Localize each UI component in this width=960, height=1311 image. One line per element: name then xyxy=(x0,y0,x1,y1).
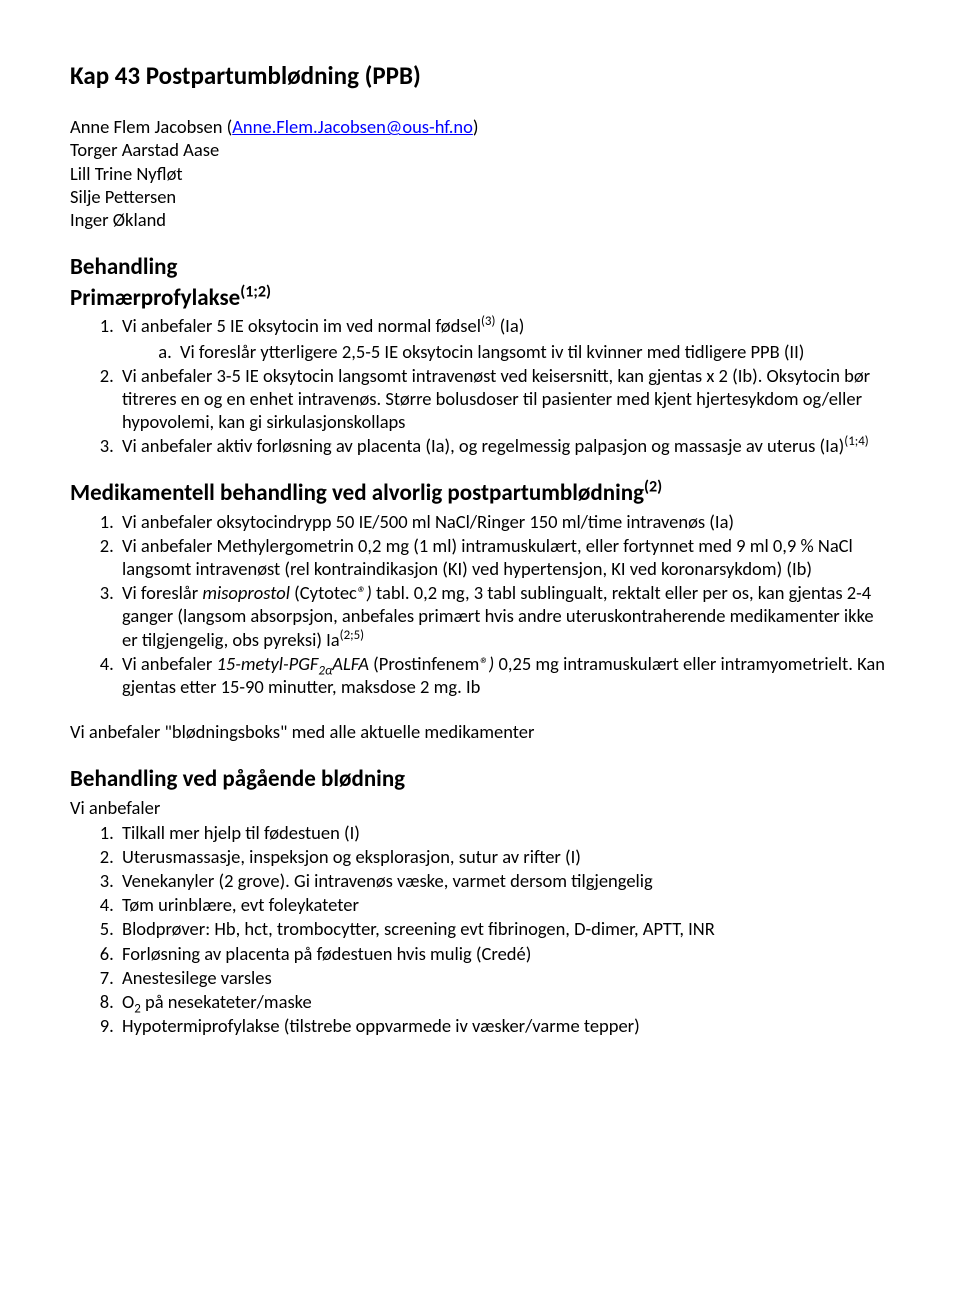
author-name: Anne Flem Jacobsen ( xyxy=(70,115,232,138)
standalone-paragraph: Vi anbefaler "blødningsboks" med alle ak… xyxy=(70,720,890,743)
item-text: (Ia) xyxy=(495,314,524,337)
author-line-5: Inger Økland xyxy=(70,208,890,231)
section-heading-medikamentell: Medikamentell behandling ved alvorlig po… xyxy=(70,479,890,508)
subheading-sup: (1;2) xyxy=(240,282,271,301)
em-text: 15-metyl-PGF xyxy=(217,652,319,675)
author-line-4: Silje Pettersen xyxy=(70,185,890,208)
item-em: 15-metyl-PGF2αALFA xyxy=(217,652,370,675)
item-text: Vi anbefaler 5 IE oksytocin im ved norma… xyxy=(122,314,481,337)
page-title: Kap 43 Postpartumblødning (PPB) xyxy=(70,60,890,91)
item-sup: (2;5) xyxy=(340,627,364,642)
author-line-3: Lill Trine Nyfløt xyxy=(70,162,890,185)
item-text: på nesekateter/maske xyxy=(141,990,312,1013)
item-text: Vi foreslår xyxy=(122,581,202,604)
em-text: ALFA xyxy=(332,652,369,675)
list-item: Vi anbefaler aktiv forløsning av placent… xyxy=(118,434,890,457)
list-item: Vi anbefaler Methylergometrin 0,2 mg (1 … xyxy=(118,534,890,580)
list-item: Vi anbefaler 15-metyl-PGF2αALFA (Prostin… xyxy=(118,652,890,698)
subheading-text: Primærprofylakse xyxy=(70,284,240,312)
author-line-1-post: ) xyxy=(473,115,479,138)
item-text: Vi anbefaler xyxy=(122,652,217,675)
list-item: Vi anbefaler 5 IE oksytocin im ved norma… xyxy=(118,314,890,362)
list-item: Tilkall mer hjelp til fødestuen (I) xyxy=(118,821,890,844)
list-item: Tøm urinblære, evt foleykateter xyxy=(118,893,890,916)
section-subheading-primaerprofylakse: Primærprofylakse(1;2) xyxy=(70,284,890,313)
list-medikamentell: Vi anbefaler oksytocindrypp 50 IE/500 ml… xyxy=(70,510,890,698)
item-sup: (1;4) xyxy=(844,434,868,449)
author-email-link[interactable]: Anne.Flem.Jacobsen@ous-hf.no xyxy=(232,115,473,138)
list-pagaende: Tilkall mer hjelp til fødestuen (I) Uter… xyxy=(70,821,890,1037)
list-item: Anestesilege varsles xyxy=(118,966,890,989)
heading-sup: (2) xyxy=(644,477,662,496)
authors-block: Anne Flem Jacobsen (Anne.Flem.Jacobsen@o… xyxy=(70,115,890,231)
nested-list: Vi foreslår ytterligere 2,5-5 IE oksytoc… xyxy=(122,340,890,363)
list-item: Vi anbefaler oksytocindrypp 50 IE/500 ml… xyxy=(118,510,890,533)
list-item: Blodprøver: Hb, hct, trombocytter, scree… xyxy=(118,917,890,940)
item-em: ®) xyxy=(479,652,494,675)
section-heading-behandling: Behandling xyxy=(70,253,890,282)
list-primaerprofylakse: Vi anbefaler 5 IE oksytocin im ved norma… xyxy=(70,314,890,457)
list-item: Vi anbefaler 3-5 IE oksytocin langsomt i… xyxy=(118,364,890,433)
section-heading-pagaende: Behandling ved pågående blødning xyxy=(70,765,890,794)
list-item: Forløsning av placenta på fødestuen hvis… xyxy=(118,942,890,965)
item-sup: (3) xyxy=(481,314,495,329)
section-subheading-anbefaler: Vi anbefaler xyxy=(70,796,890,819)
item-em: ®) xyxy=(357,581,372,604)
list-item: Vi foreslår misoprostol (Cytotec®) tabl.… xyxy=(118,581,890,650)
author-line-1: Anne Flem Jacobsen (Anne.Flem.Jacobsen@o… xyxy=(70,115,890,138)
list-item: Hypotermiprofylakse (tilstrebe oppvarmed… xyxy=(118,1014,890,1037)
item-text: (Prostinfenem xyxy=(369,652,479,675)
list-item: Venekanyler (2 grove). Gi intravenøs væs… xyxy=(118,869,890,892)
author-line-2: Torger Aarstad Aase xyxy=(70,138,890,161)
list-item: Vi foreslår ytterligere 2,5-5 IE oksytoc… xyxy=(176,340,890,363)
heading-text: Medikamentell behandling ved alvorlig po… xyxy=(70,479,644,507)
item-text: Vi anbefaler aktiv forløsning av placent… xyxy=(122,434,844,457)
item-text: O xyxy=(122,990,134,1013)
list-item: Uterusmassasje, inspeksjon og eksplorasj… xyxy=(118,845,890,868)
item-text: (Cytotec xyxy=(290,581,357,604)
item-em: misoprostol xyxy=(202,581,290,604)
list-item: O2 på nesekateter/maske xyxy=(118,990,890,1013)
